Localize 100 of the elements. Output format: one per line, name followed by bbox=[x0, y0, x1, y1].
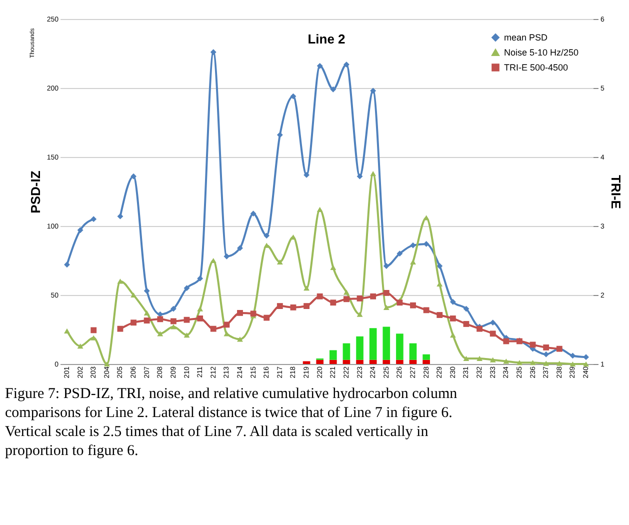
point bbox=[396, 250, 403, 257]
point bbox=[170, 324, 176, 330]
point bbox=[410, 259, 416, 264]
point bbox=[157, 316, 164, 322]
point bbox=[530, 342, 536, 348]
point bbox=[410, 302, 416, 308]
bar bbox=[316, 360, 324, 364]
point bbox=[503, 338, 510, 344]
point bbox=[383, 263, 390, 269]
point bbox=[410, 242, 416, 248]
bar bbox=[396, 334, 404, 360]
point bbox=[490, 357, 496, 362]
point bbox=[570, 361, 576, 367]
point bbox=[344, 296, 350, 302]
point bbox=[130, 173, 136, 180]
point bbox=[157, 331, 164, 336]
point bbox=[356, 295, 363, 302]
bar bbox=[342, 343, 350, 360]
point bbox=[436, 312, 443, 318]
point bbox=[184, 285, 190, 292]
point bbox=[264, 232, 270, 239]
point bbox=[290, 93, 296, 100]
point bbox=[276, 259, 283, 264]
point bbox=[210, 326, 216, 332]
point bbox=[197, 306, 204, 312]
legend-label: TRI-E 500-4500 bbox=[504, 62, 568, 72]
point bbox=[436, 263, 443, 269]
point bbox=[463, 306, 470, 312]
point bbox=[184, 316, 190, 323]
point bbox=[170, 318, 176, 324]
point bbox=[370, 88, 376, 94]
point bbox=[210, 49, 216, 56]
point bbox=[356, 312, 363, 317]
y2-axis-title: TRI-E bbox=[608, 175, 624, 210]
point bbox=[237, 245, 243, 252]
bar bbox=[382, 326, 390, 360]
point bbox=[117, 326, 124, 332]
bar bbox=[409, 360, 417, 364]
bar bbox=[422, 360, 430, 364]
point bbox=[316, 206, 323, 212]
point bbox=[543, 351, 550, 358]
point bbox=[463, 321, 470, 327]
point bbox=[396, 300, 403, 306]
point bbox=[197, 316, 204, 322]
point bbox=[383, 290, 390, 296]
point bbox=[117, 213, 124, 220]
point bbox=[264, 314, 270, 321]
point bbox=[530, 360, 536, 366]
point bbox=[344, 290, 350, 295]
point bbox=[490, 330, 496, 337]
point bbox=[77, 227, 84, 234]
point bbox=[90, 327, 97, 334]
point bbox=[117, 278, 124, 284]
point bbox=[356, 173, 363, 180]
point bbox=[197, 275, 204, 282]
point bbox=[104, 361, 110, 367]
point bbox=[543, 344, 550, 350]
point bbox=[64, 328, 70, 334]
point bbox=[304, 172, 310, 178]
bar bbox=[329, 350, 337, 360]
bar bbox=[302, 361, 310, 364]
bar bbox=[382, 360, 390, 364]
y-axis-title: PSD-IZ bbox=[28, 170, 43, 214]
caption: Figure 7: PSD-IZ, TRI, noise, and relative cumulative hydrocarbon column comparisons for Line 2. Lateral distance is twice that of Line 7 in figure 6. Vertical scale is 2.5 times that of Line 7. All data is scaled vertically in proportion to figure 6. bbox=[5, 386, 458, 459]
point bbox=[304, 286, 310, 291]
point bbox=[130, 320, 136, 326]
point bbox=[383, 304, 390, 310]
point bbox=[64, 262, 70, 268]
point bbox=[224, 322, 230, 328]
point bbox=[490, 320, 496, 326]
bar bbox=[369, 360, 377, 364]
point bbox=[516, 360, 522, 366]
point bbox=[463, 356, 470, 362]
bar bbox=[356, 360, 364, 364]
point bbox=[290, 304, 296, 310]
point bbox=[344, 62, 350, 68]
bar bbox=[409, 343, 417, 360]
point bbox=[503, 358, 510, 364]
point bbox=[90, 216, 97, 222]
point bbox=[370, 171, 376, 176]
bar bbox=[369, 328, 377, 360]
point bbox=[450, 316, 456, 322]
bar bbox=[396, 360, 404, 364]
point bbox=[543, 360, 550, 366]
legend-label: Noise 5-10 Hz/250 bbox=[504, 48, 579, 58]
point bbox=[476, 356, 483, 362]
point bbox=[316, 62, 323, 69]
point bbox=[144, 310, 150, 316]
point bbox=[583, 361, 589, 367]
bar bbox=[356, 336, 364, 360]
point bbox=[450, 332, 456, 338]
point bbox=[276, 303, 283, 309]
point bbox=[330, 86, 336, 92]
point bbox=[316, 293, 323, 300]
point bbox=[330, 300, 336, 306]
point bbox=[170, 306, 176, 312]
point bbox=[250, 210, 256, 217]
point bbox=[144, 318, 150, 324]
point bbox=[250, 310, 256, 317]
point bbox=[237, 336, 243, 342]
